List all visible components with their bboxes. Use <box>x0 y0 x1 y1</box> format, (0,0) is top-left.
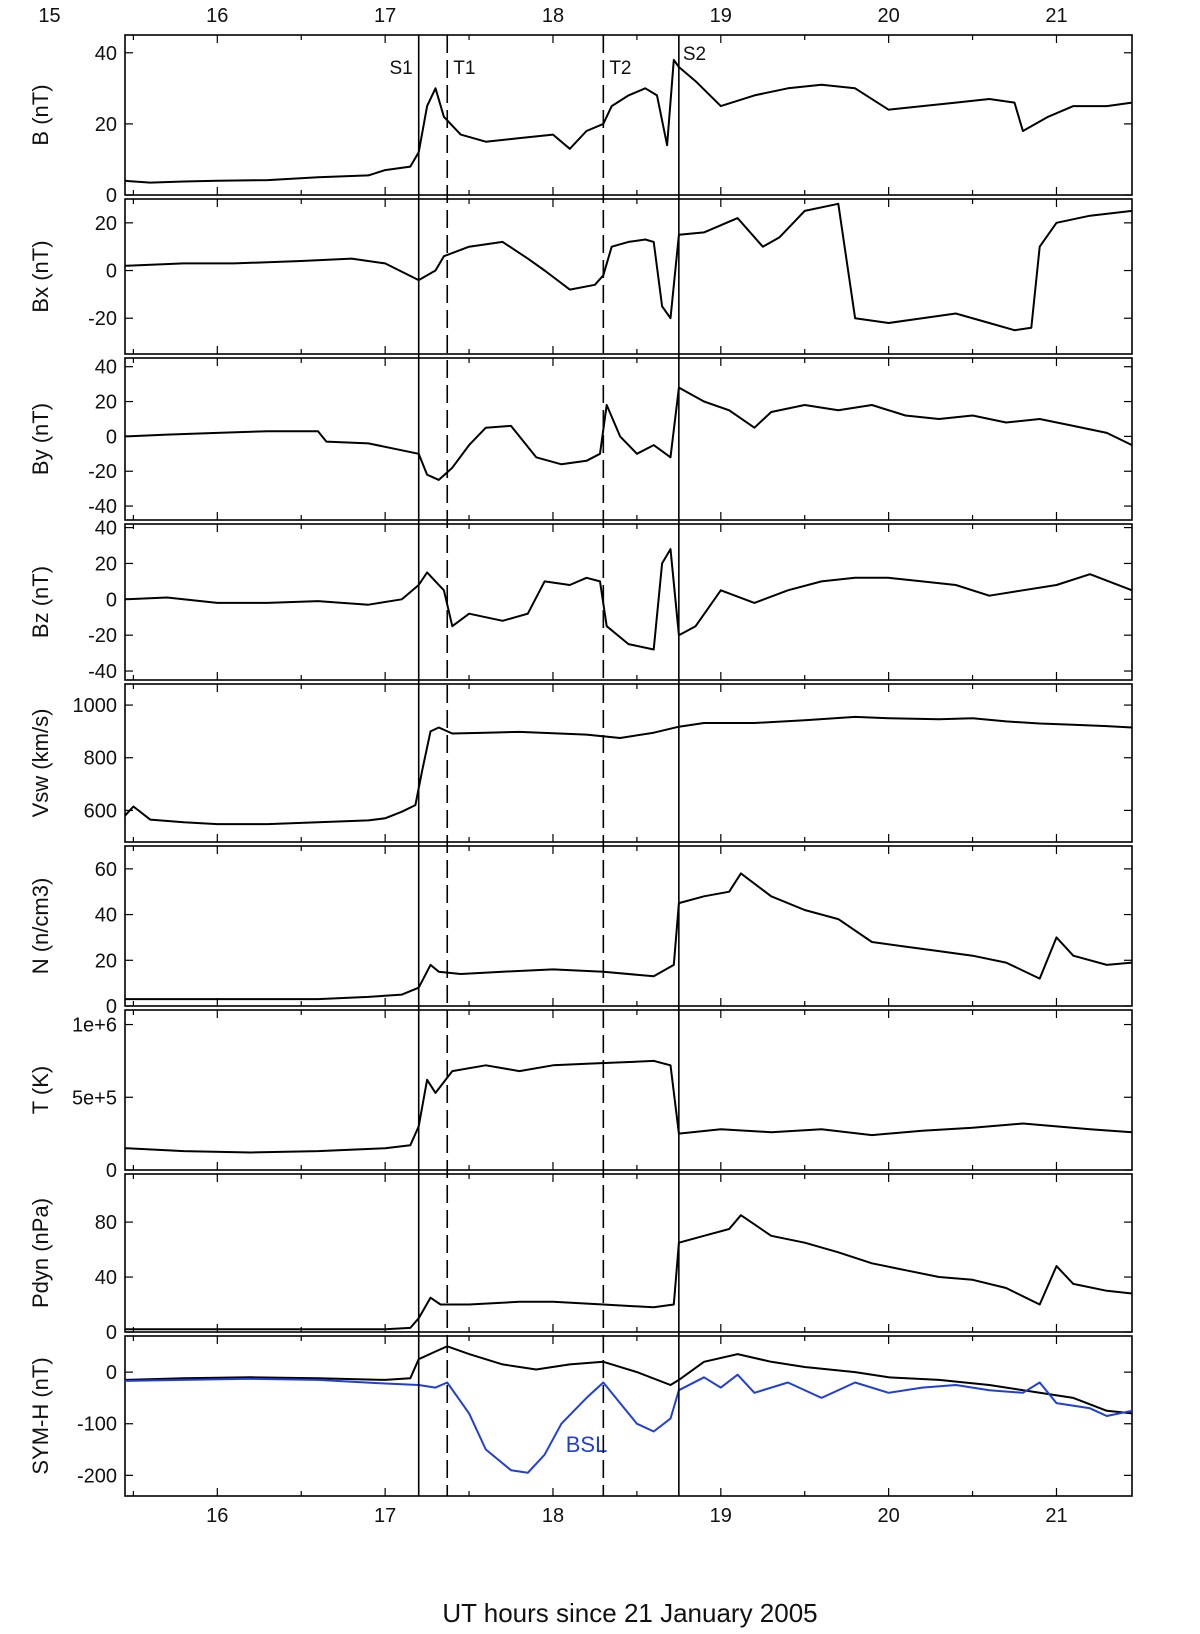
event-markers: S1 T1 T2 S2 <box>389 35 706 1496</box>
series-line <box>124 202 1133 332</box>
y-tick-label: 600 <box>84 800 117 822</box>
panel-frame <box>124 34 1133 196</box>
y-tick-label: 5e+5 <box>72 1087 117 1109</box>
panel-Vsw: 600 800 1000 Vsw (km/s) <box>28 683 1133 843</box>
y-tick-label: 800 <box>84 748 117 770</box>
top-tick-label: 16 <box>206 5 228 27</box>
panel-B: 0 20 40 B (nT) <box>28 34 1133 207</box>
top-tick-label: 19 <box>710 5 732 27</box>
series-line <box>124 386 1133 481</box>
y-tick-label: 20 <box>95 950 117 972</box>
panel-T: 0 5e+5 1e+6 T (K) <box>28 1009 1133 1182</box>
y-tick-label: 40 <box>95 905 117 927</box>
panel-N: 0 20 40 60 N (n/cm3) <box>28 845 1133 1018</box>
panel-frame <box>124 523 1133 681</box>
bottom-tick-label: 17 <box>374 1505 396 1527</box>
panel-Bx: -20 0 20 Bx (nT) <box>28 198 1133 355</box>
event-label-t1: T1 <box>453 58 475 79</box>
y-axis-label: Vsw (km/s) <box>28 709 53 818</box>
panel-frame <box>124 1335 1133 1497</box>
y-tick-label: -40 <box>88 496 117 518</box>
y-tick-label: -100 <box>77 1414 117 1436</box>
y-axis-label: B (nT) <box>28 84 53 145</box>
y-tick-label: 1000 <box>73 695 118 717</box>
y-tick-label: 1e+6 <box>72 1015 117 1037</box>
panel-frame <box>124 1173 1133 1333</box>
y-tick-label: 0 <box>106 185 117 207</box>
top-axis-tick-labels: 15 16 17 18 19 20 21 <box>38 5 1067 27</box>
panel-Pdyn: 0 40 80 Pdyn (nPa) <box>28 1173 1133 1344</box>
series-annotation: BSL <box>566 1432 608 1457</box>
bottom-tick-label: 18 <box>542 1505 564 1527</box>
series-line <box>124 548 1133 651</box>
y-axis-label: Bz (nT) <box>28 566 53 638</box>
panel-Bz: -40 -20 0 20 40 Bz (nT) <box>28 518 1133 683</box>
series-line <box>124 1059 1133 1154</box>
y-tick-label: 0 <box>106 996 117 1018</box>
bottom-tick-label: 21 <box>1045 1505 1067 1527</box>
y-tick-label: 20 <box>95 553 117 575</box>
y-tick-label: 0 <box>106 1322 117 1344</box>
panel-frame <box>124 1009 1133 1171</box>
bottom-axis-tick-labels: 16 17 18 19 20 21 <box>206 1505 1067 1527</box>
y-axis-label: N (n/cm3) <box>28 878 53 975</box>
y-tick-label: -40 <box>88 661 117 683</box>
y-tick-label: 60 <box>95 859 117 881</box>
panel-By: -40 -20 0 20 40 By (nT) <box>28 357 1133 521</box>
bsl-series <box>124 1373 1133 1474</box>
y-tick-label: 20 <box>95 213 117 235</box>
top-tick-label: 20 <box>878 5 900 27</box>
panel-frame <box>124 198 1133 355</box>
panel-frame <box>124 683 1133 843</box>
event-label-s2: S2 <box>683 44 706 65</box>
bottom-tick-label: 19 <box>710 1505 732 1527</box>
y-tick-label: 0 <box>106 261 117 283</box>
panel-frame <box>124 357 1133 521</box>
bottom-tick-label: 16 <box>206 1505 228 1527</box>
panel-SYMH: -200 -100 0 SYM-H (nT) BSL <box>28 1335 1133 1497</box>
series-line <box>125 872 1133 1001</box>
y-axis-label: Pdyn (nPa) <box>28 1198 53 1308</box>
panel-frame <box>124 845 1133 1007</box>
y-tick-label: 40 <box>95 357 117 379</box>
y-tick-label: 0 <box>106 1362 117 1384</box>
y-tick-label: 20 <box>95 392 117 414</box>
y-tick-label: 40 <box>95 43 117 65</box>
y-axis-label: SYM-H (nT) <box>28 1357 53 1474</box>
y-tick-label: -200 <box>77 1465 117 1487</box>
y-axis-label: By (nT) <box>28 403 53 475</box>
y-tick-label: -20 <box>88 625 117 647</box>
y-tick-label: 0 <box>106 589 117 611</box>
series-line <box>124 715 1133 826</box>
x-axis-title: UT hours since 21 January 2005 <box>442 1598 817 1628</box>
y-tick-label: 0 <box>106 426 117 448</box>
top-tick-label: 18 <box>542 5 564 27</box>
top-tick-label: 17 <box>374 5 396 27</box>
y-axis-label: Bx (nT) <box>28 240 53 312</box>
series-line <box>124 1345 1133 1415</box>
series-line <box>124 58 1133 184</box>
y-tick-label: 40 <box>95 518 117 540</box>
y-tick-label: 20 <box>95 114 117 136</box>
event-label-s1: S1 <box>389 58 412 79</box>
bottom-tick-label: 20 <box>878 1505 900 1527</box>
y-axis-label: T (K) <box>28 1066 53 1114</box>
y-tick-label: 40 <box>95 1267 117 1289</box>
y-tick-label: 0 <box>106 1160 117 1182</box>
top-tick-label: 21 <box>1045 5 1067 27</box>
y-tick-label: -20 <box>88 461 117 483</box>
event-label-t2: T2 <box>609 58 631 79</box>
top-tick-label: 15 <box>38 5 60 27</box>
y-tick-label: 80 <box>95 1212 117 1234</box>
y-tick-label: -20 <box>88 308 117 330</box>
series-line <box>125 1214 1133 1331</box>
